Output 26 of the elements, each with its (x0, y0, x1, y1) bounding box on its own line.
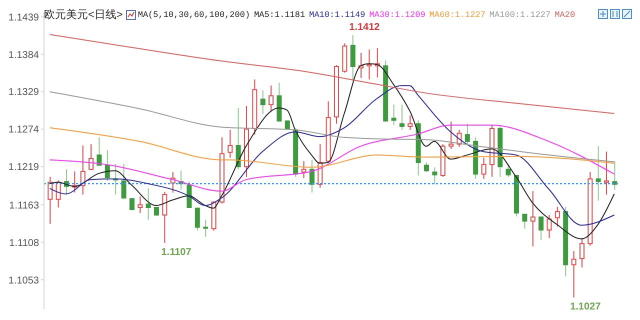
annotation: 1.1027 (570, 302, 602, 313)
line-series (49, 124, 615, 192)
y-tick-label: 1.1384 (8, 50, 40, 61)
text: MA20 (554, 9, 576, 22)
annotation: 1.1107 (161, 247, 192, 258)
text: MA10:1.1149 (309, 9, 366, 22)
y-tick-label: 1.1053 (8, 275, 40, 286)
y-tick-label: 1.1219 (8, 162, 40, 174)
text: MA30:1.1209 (369, 9, 426, 22)
chart-subtitle: MA(5,10,30,60,100,200) (138, 9, 250, 22)
chart-title: 欧元美元<日线> (44, 8, 123, 22)
text: MA60:1.1227 (429, 9, 486, 22)
y-tick-label: 1.1439 (8, 12, 40, 24)
line-series (49, 63, 615, 240)
line-series (49, 85, 615, 226)
line-series (49, 127, 615, 168)
text: MA100:1.1227 (489, 9, 551, 22)
annotation: 1.1412 (349, 22, 380, 34)
y-tick-label: 1.1163 (9, 200, 40, 212)
y-tick-label: 1.1329 (8, 87, 40, 98)
line-series (49, 34, 615, 114)
y-tick-label: 1.1108 (9, 238, 40, 249)
line-series (49, 91, 615, 162)
y-tick-label: 1.1274 (8, 124, 40, 136)
text: MA5:1.1181 (254, 9, 306, 22)
candlestick (366, 49, 372, 80)
